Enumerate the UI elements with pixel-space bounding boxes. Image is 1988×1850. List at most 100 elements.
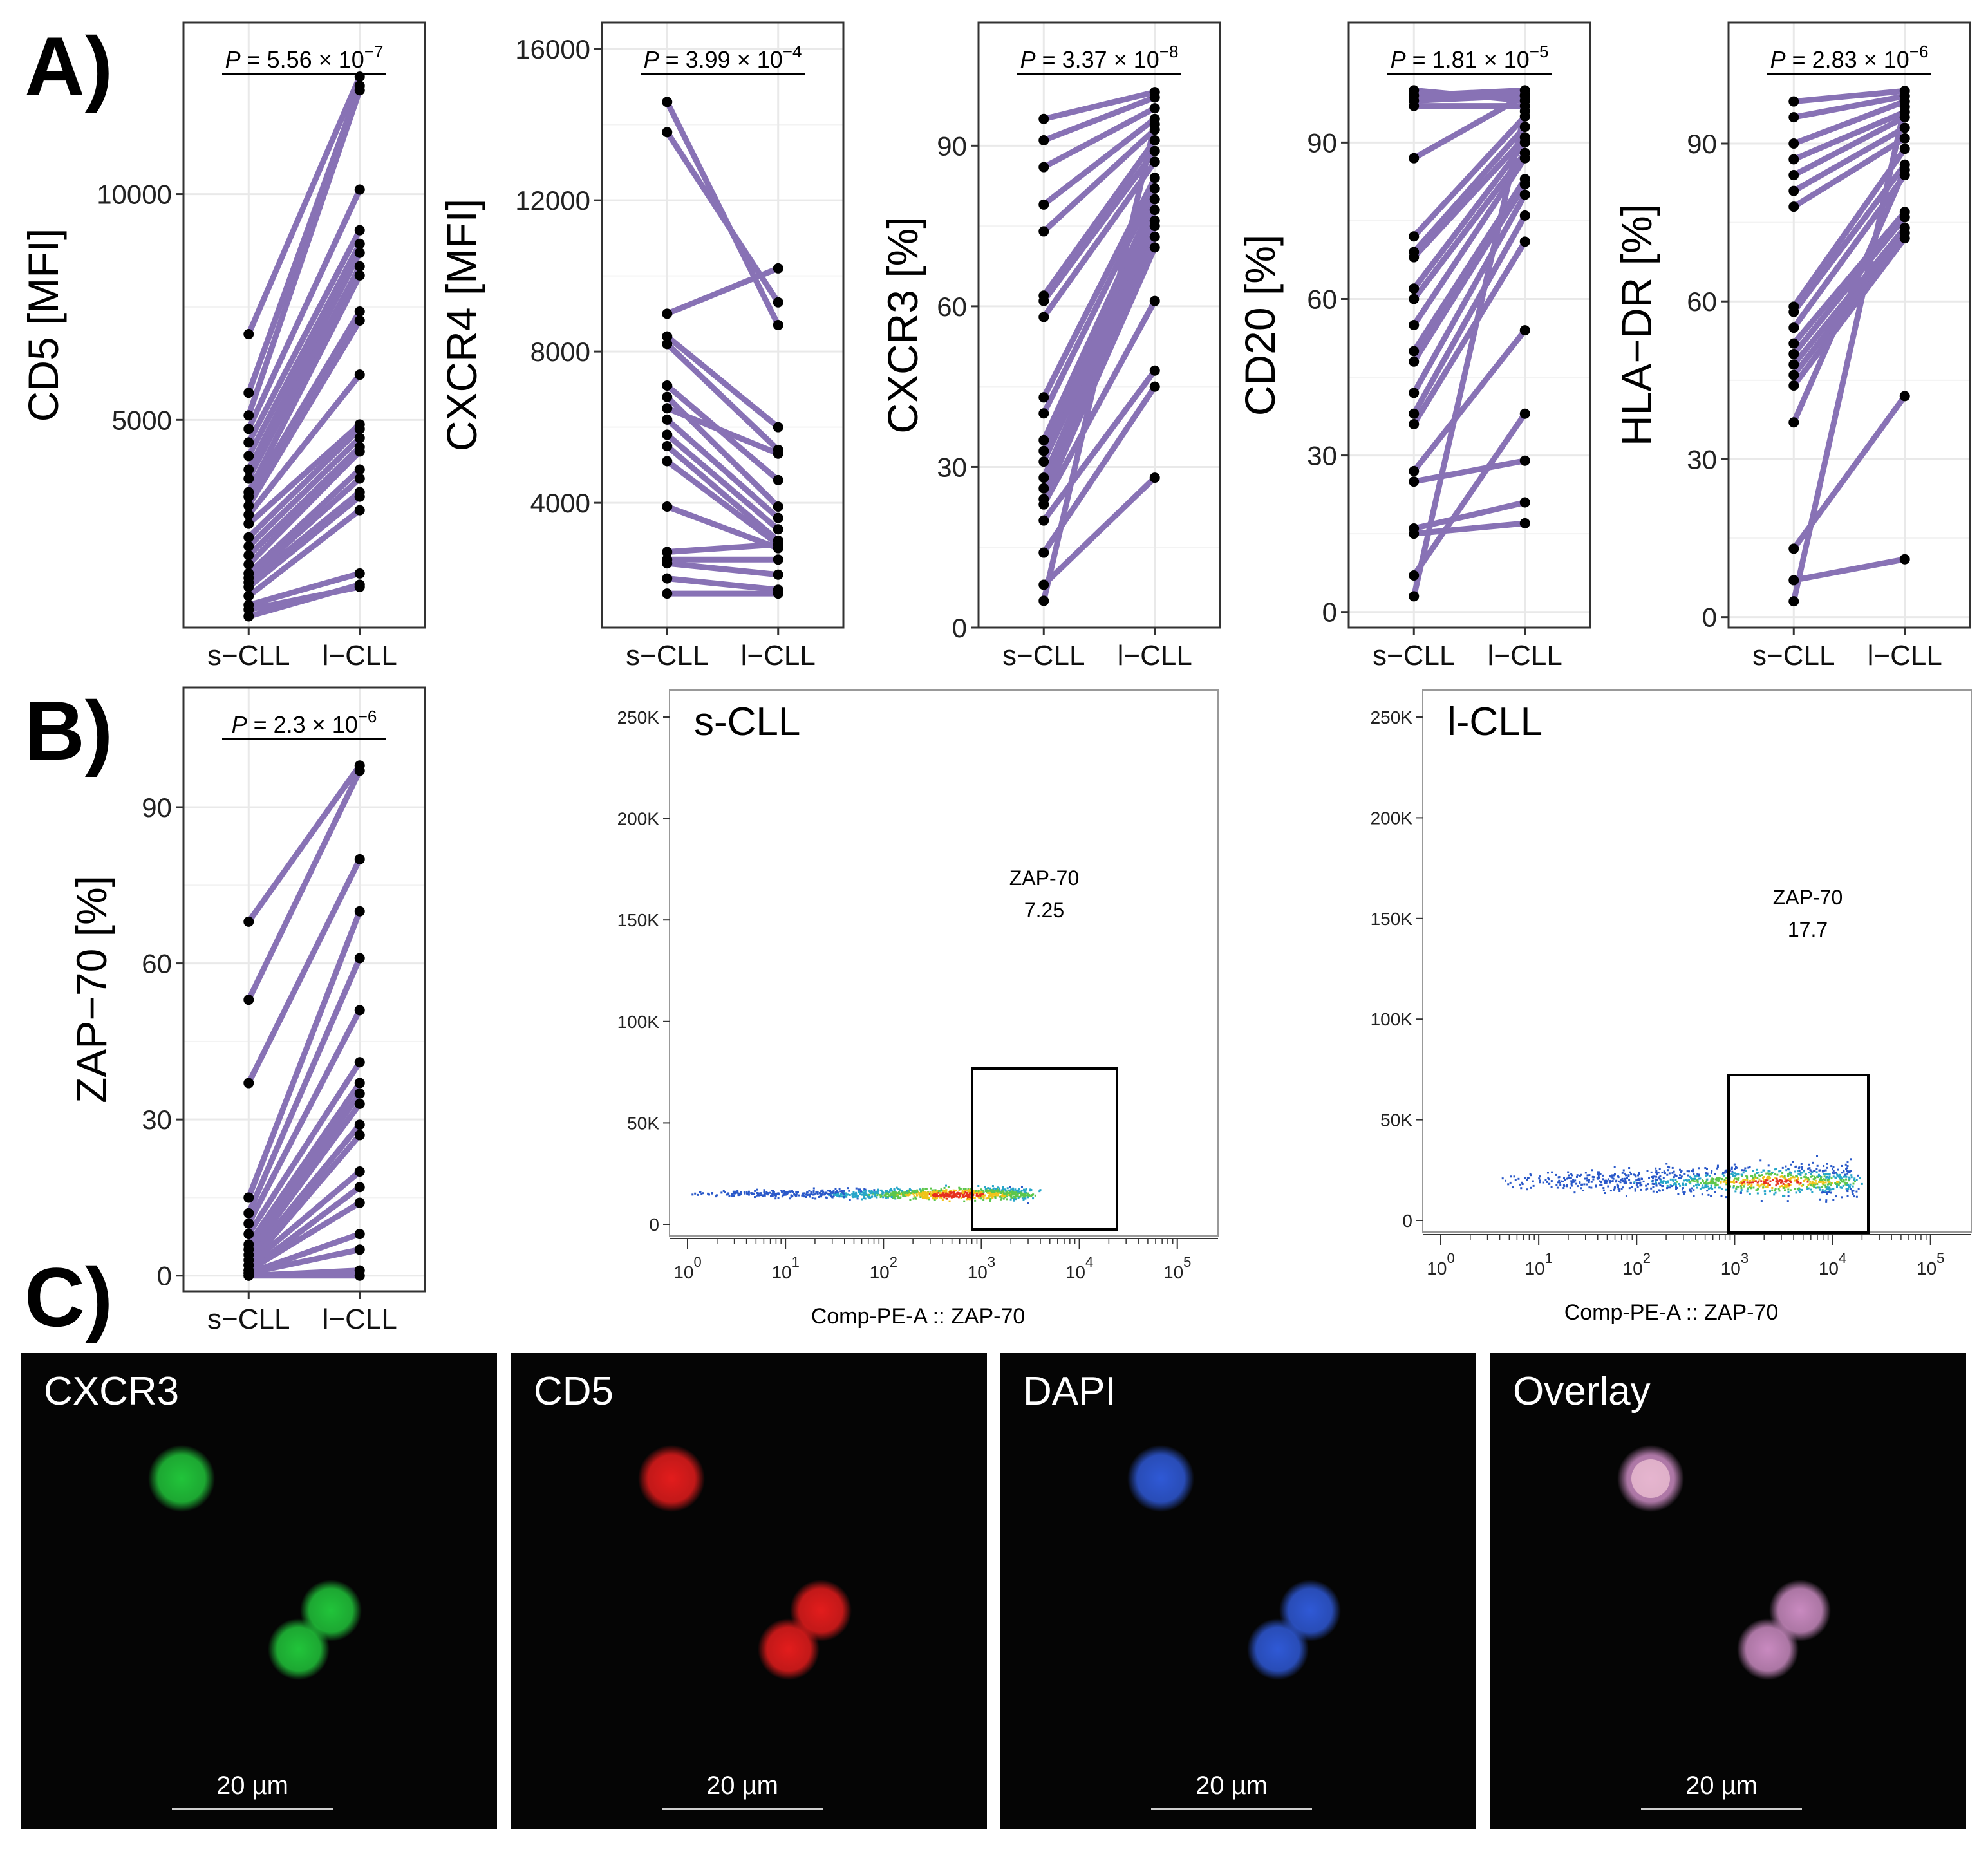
flow-event [844, 1192, 847, 1195]
data-point-s-cll [243, 541, 254, 552]
flow-event [1834, 1182, 1837, 1184]
data-point-l-cll [354, 446, 365, 457]
flow-event [870, 1191, 872, 1193]
flow-event [942, 1190, 944, 1193]
paired-line [245, 856, 363, 1087]
y-tick-label: 60 [1307, 284, 1337, 314]
flow-event [982, 1199, 985, 1201]
paired-line [245, 371, 363, 518]
flow-event [1807, 1177, 1810, 1179]
flow-event [928, 1198, 930, 1201]
flow-event [1599, 1173, 1602, 1175]
flow-event [781, 1195, 783, 1198]
flow-event [1559, 1181, 1561, 1184]
flow-plot-title: l-CLL [1447, 700, 1543, 744]
flow-event [1826, 1163, 1828, 1165]
flow-event [1785, 1169, 1788, 1172]
flow-event [941, 1194, 944, 1197]
y-axis-label: CXCR4 [MFI] [438, 199, 485, 451]
data-point-l-cll [354, 270, 365, 281]
flow-event [857, 1188, 859, 1191]
flow-x-tick-exp: 2 [1643, 1250, 1651, 1266]
flow-event [1652, 1186, 1655, 1188]
flow-event [988, 1195, 991, 1198]
flow-event [1823, 1181, 1825, 1184]
data-point-s-cll [243, 611, 254, 622]
flow-event [1633, 1173, 1635, 1176]
flow-event [843, 1194, 846, 1197]
flow-event [1735, 1173, 1738, 1176]
paired-line [245, 489, 363, 586]
flow-event [924, 1188, 927, 1190]
flow-event [1709, 1187, 1712, 1190]
data-point-l-cll [1149, 231, 1160, 242]
flow-event [814, 1197, 817, 1200]
p-value-label: P = 2.3 × 10−6 [232, 707, 377, 738]
flow-event [1656, 1191, 1658, 1193]
flow-event [1795, 1191, 1797, 1194]
flow-event [1018, 1190, 1021, 1193]
flow-event [1803, 1180, 1805, 1182]
flow-event [1712, 1182, 1715, 1185]
flow-event [1544, 1179, 1547, 1181]
flow-event [1631, 1186, 1633, 1188]
flow-event [1603, 1179, 1606, 1182]
plot-frame [601, 21, 845, 629]
flow-event [1637, 1174, 1640, 1177]
flow-event [733, 1192, 735, 1195]
flow-event [843, 1193, 845, 1195]
flow-event [1029, 1188, 1032, 1191]
flow-event [1828, 1182, 1830, 1185]
flow-event [1789, 1184, 1792, 1186]
flow-event [910, 1192, 912, 1195]
flow-y-tick-label: 50K [1380, 1110, 1412, 1130]
flow-event [1812, 1178, 1815, 1181]
flow-event [1839, 1186, 1842, 1189]
flow-event [967, 1190, 970, 1193]
flow-event [1796, 1181, 1799, 1184]
flow-event [887, 1195, 890, 1198]
flow-event [1655, 1181, 1657, 1183]
flow-event [1638, 1182, 1640, 1184]
flow-event [1010, 1197, 1013, 1199]
flow-event [1623, 1181, 1626, 1184]
flow-event [950, 1192, 952, 1195]
flow-event [1819, 1169, 1821, 1172]
flow-event [985, 1197, 988, 1200]
flow-event [1757, 1188, 1759, 1190]
data-point-s-cll [662, 339, 673, 350]
paired-line [245, 908, 363, 1201]
flow-event [946, 1192, 948, 1195]
flow-event [943, 1190, 946, 1192]
flow-event [870, 1190, 873, 1192]
flow-event [957, 1196, 960, 1199]
flow-event [1588, 1179, 1590, 1181]
data-point-l-cll [773, 512, 783, 523]
flow-event [1790, 1174, 1792, 1177]
flow-event [699, 1191, 702, 1193]
flow-event [1677, 1193, 1680, 1195]
flow-y-tick-label: 50K [627, 1113, 659, 1133]
flow-event [1027, 1202, 1029, 1204]
y-tick-label: 0 [1702, 603, 1717, 633]
flow-event [1698, 1174, 1700, 1177]
paired-line [1790, 214, 1908, 357]
flow-event [879, 1193, 881, 1196]
flow-event [1810, 1184, 1812, 1187]
flow-event [1705, 1183, 1708, 1186]
paired-line [1411, 92, 1528, 162]
flow-event [968, 1189, 971, 1191]
flow-event [935, 1192, 938, 1195]
flow-event [1750, 1185, 1752, 1188]
paired-line [245, 1200, 363, 1274]
flow-event [803, 1195, 806, 1198]
flow-event [914, 1190, 917, 1192]
flow-event [951, 1191, 953, 1194]
flow-event [1825, 1201, 1828, 1203]
flow-event [1787, 1195, 1790, 1198]
flow-event [1602, 1187, 1605, 1190]
flow-event [980, 1189, 983, 1191]
data-point-s-cll [243, 1270, 254, 1281]
flow-event [1605, 1179, 1608, 1182]
data-point-s-cll [1788, 596, 1799, 607]
